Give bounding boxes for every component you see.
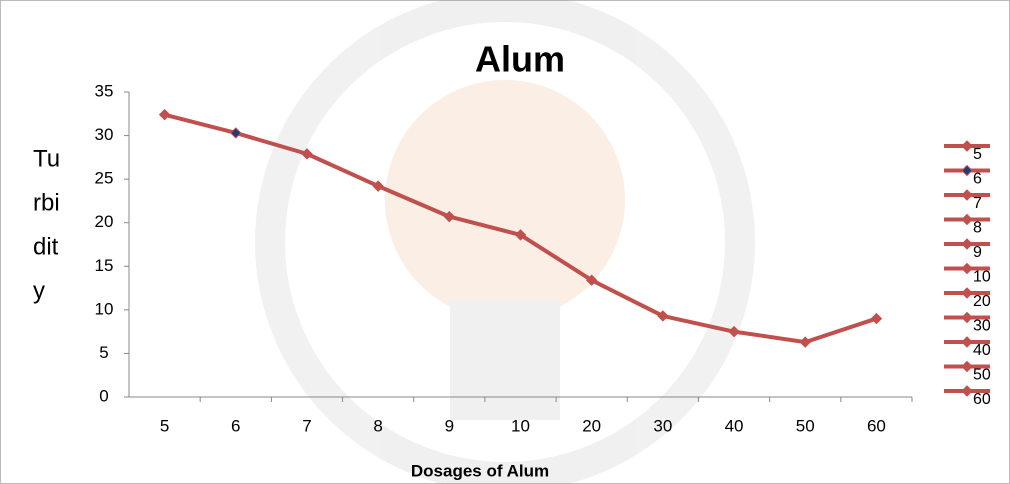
legend-label: 8: [973, 220, 982, 237]
y-axis-title: rbi: [33, 189, 60, 216]
legend-label: 5: [973, 146, 982, 163]
y-tick-label: 20: [95, 212, 114, 231]
y-tick-label: 10: [95, 299, 114, 318]
legend-label: 60: [973, 391, 991, 408]
legend-label: 40: [973, 342, 991, 359]
legend-label: 50: [973, 367, 991, 384]
x-tick-label: 9: [445, 416, 454, 435]
y-tick-label: 35: [95, 81, 114, 100]
x-tick-label: 50: [796, 416, 815, 435]
chart-title: Alum: [475, 39, 565, 80]
legend-label: 9: [973, 244, 982, 261]
y-axis-title: Tu: [33, 145, 60, 172]
y-tick-label: 30: [95, 125, 114, 144]
legend-label: 10: [973, 269, 991, 286]
y-axis-title: y: [33, 277, 45, 304]
y-tick-label: 0: [99, 386, 108, 405]
y-tick-label: 25: [95, 169, 114, 188]
x-axis-title: Dosages of Alum: [411, 461, 549, 480]
x-tick-label: 60: [867, 416, 886, 435]
x-tick-label: 8: [373, 416, 382, 435]
legend-label: 20: [973, 293, 991, 310]
y-axis-title: dit: [33, 233, 59, 260]
x-tick-label: 5: [160, 416, 169, 435]
x-tick-label: 10: [511, 416, 530, 435]
legend-label: 30: [973, 318, 991, 335]
legend-label: 7: [973, 195, 982, 212]
x-tick-label: 6: [231, 416, 240, 435]
legend-label: 6: [973, 171, 982, 188]
chart: Alum Dosages of Alum 0 5 10 15 20 25 30 35 Tu rbi…: [0, 0, 1010, 484]
x-tick-label: 20: [582, 416, 601, 435]
x-tick-label: 30: [653, 416, 672, 435]
x-tick-label: 40: [725, 416, 744, 435]
y-tick-label: 15: [95, 256, 114, 275]
x-tick-label: 7: [302, 416, 311, 435]
y-tick-label: 5: [99, 343, 108, 362]
